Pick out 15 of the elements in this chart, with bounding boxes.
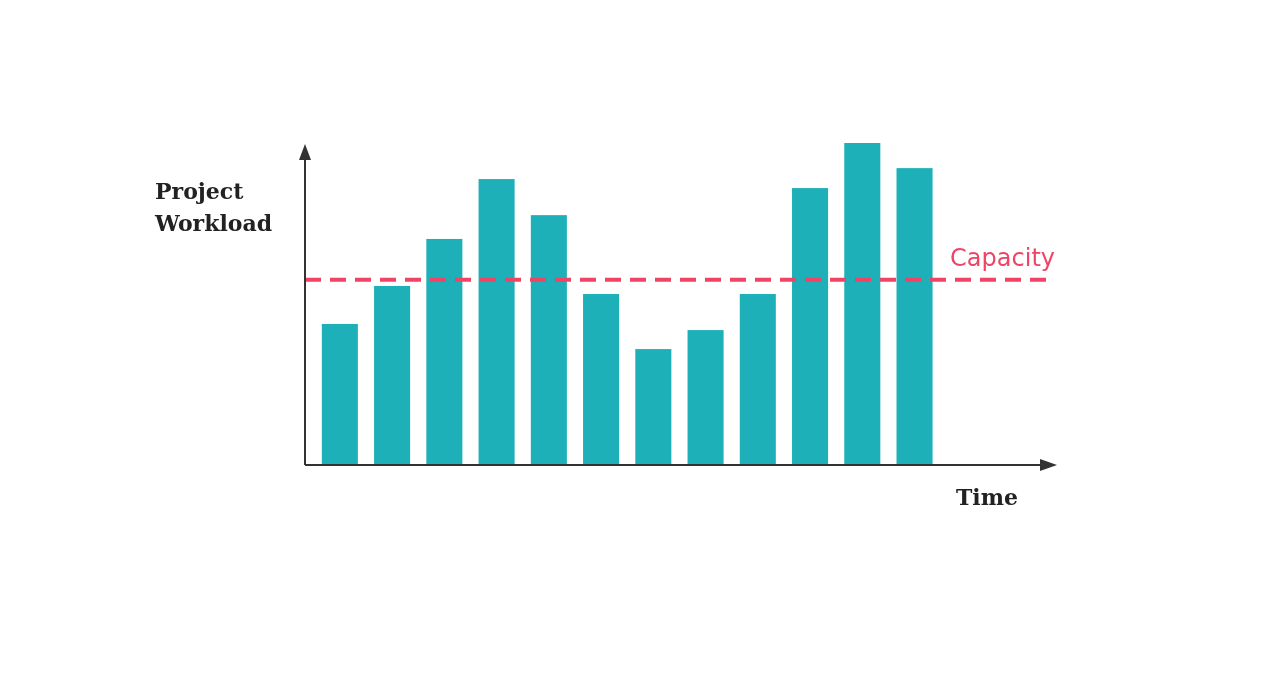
bar bbox=[583, 294, 620, 465]
bar bbox=[687, 330, 724, 465]
bar bbox=[896, 168, 933, 465]
bar bbox=[426, 238, 463, 465]
bar bbox=[321, 323, 358, 465]
bar bbox=[478, 179, 515, 465]
bar bbox=[792, 188, 829, 465]
y-axis-title: Project Workload bbox=[154, 178, 273, 236]
x-axis-title: Time bbox=[955, 484, 1018, 510]
bar bbox=[844, 143, 881, 465]
bar bbox=[739, 294, 776, 465]
bar bbox=[530, 215, 567, 465]
ref-line-label: Capacity bbox=[950, 243, 1055, 272]
bar bbox=[374, 285, 411, 465]
bar bbox=[635, 349, 672, 465]
